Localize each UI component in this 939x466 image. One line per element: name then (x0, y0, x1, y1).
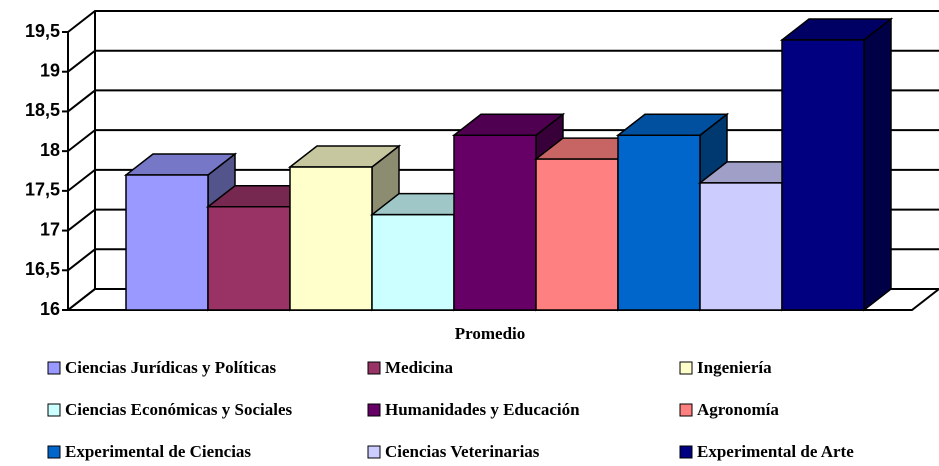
bar (289, 166, 373, 311)
bar (125, 174, 209, 311)
bar (781, 39, 865, 311)
y-tick-label: 19 (40, 60, 60, 80)
legend-label: Ciencias Económicas y Sociales (65, 400, 293, 419)
legend-swatch (47, 361, 61, 375)
legend-label: Ingeniería (697, 358, 772, 377)
bar-side (863, 17, 892, 312)
bar (699, 182, 783, 311)
y-tick-label: 16,5 (25, 259, 60, 279)
y-tick-label: 17 (40, 219, 60, 239)
legend-swatch (679, 445, 693, 459)
x-axis-label: Promedio (455, 324, 526, 343)
y-tick-label: 19,5 (25, 21, 60, 41)
y-tick-label: 18,5 (25, 100, 60, 120)
legend-label: Ciencias Jurídicas y Políticas (65, 358, 276, 377)
legend-swatch (679, 361, 693, 375)
grid-line (67, 49, 939, 73)
bar (617, 134, 701, 311)
legend-swatch (367, 403, 381, 417)
legend-swatch (679, 403, 693, 417)
legend-label: Humanidades y Educación (385, 400, 580, 419)
y-tick-label: 17,5 (25, 180, 60, 200)
legend-label: Agronomía (697, 400, 779, 419)
legend-label: Experimental de Arte (697, 442, 854, 461)
legend-label: Medicina (385, 358, 453, 377)
legend-swatch (47, 445, 61, 459)
grid-line (67, 10, 939, 33)
bar (453, 134, 537, 311)
bar (371, 213, 455, 311)
legend-swatch (47, 403, 61, 417)
legend-swatch (367, 445, 381, 459)
y-tick-label: 18 (40, 140, 60, 160)
bar (207, 205, 291, 311)
y-tick-label: 16 (40, 299, 60, 319)
legend-swatch (367, 361, 381, 375)
legend-label: Ciencias Veterinarias (385, 442, 540, 461)
bar (535, 158, 619, 311)
grid-line (67, 89, 939, 113)
legend-label: Experimental de Ciencias (65, 442, 251, 461)
